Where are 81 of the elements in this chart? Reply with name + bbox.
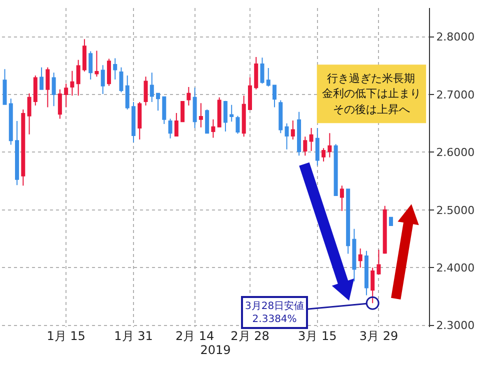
y-tick-label: 2.4000 [436, 261, 475, 274]
candlestick [168, 118, 172, 139]
candlestick [180, 100, 185, 122]
candlestick [27, 92, 32, 135]
candlestick [174, 112, 178, 137]
candlestick [8, 98, 13, 146]
candlestick [132, 102, 136, 143]
candlestick [376, 249, 381, 276]
candlestick [82, 38, 86, 72]
x-tick-label: 2月 28 [230, 329, 270, 343]
candlestick [290, 120, 295, 140]
candlestick [119, 66, 124, 93]
candlestick [223, 100, 228, 132]
candlestick [186, 86, 191, 106]
candlestick [33, 74, 38, 106]
candlestick [64, 83, 68, 108]
candlestick [358, 248, 362, 268]
x-tick-label: 2月 14 [175, 329, 214, 343]
y-tick-label: 2.3000 [436, 319, 475, 332]
candlestick [88, 50, 93, 80]
candlestick [266, 67, 270, 87]
candlestick [192, 87, 197, 128]
candlestick [2, 68, 7, 105]
candlestick [150, 72, 154, 103]
candlestick [284, 122, 289, 150]
candlestick [217, 96, 222, 128]
candlestick [364, 250, 368, 296]
candlestick [272, 84, 277, 108]
candlestick [278, 100, 283, 134]
candlestick [303, 136, 308, 156]
candlestick [382, 205, 387, 254]
candlestick [106, 58, 111, 86]
candlestick [309, 127, 314, 152]
candlestick [76, 59, 80, 96]
candlestick [156, 92, 160, 112]
candlestick [260, 57, 264, 84]
candlestick [40, 66, 44, 90]
candlestick [315, 127, 320, 166]
candlestick [328, 132, 332, 158]
candlestick [70, 70, 74, 96]
annotation: 金利の低下は止まり [322, 87, 421, 100]
candlestick [370, 267, 375, 304]
candlestick [334, 144, 338, 196]
candlestick [94, 50, 99, 78]
candlestick [100, 64, 105, 94]
candlestick [52, 72, 56, 107]
candlestick [340, 185, 344, 212]
x-tick-label: 1月 31 [114, 329, 153, 343]
annotation: その後は上昇へ [333, 103, 410, 116]
annotation: 行き過ぎた米長期 [327, 72, 415, 85]
x-tick-label: 3月 29 [359, 329, 398, 343]
candlestick [46, 66, 50, 108]
candlestick [322, 148, 326, 162]
candlestick [352, 228, 356, 282]
candlestick [138, 102, 142, 140]
candlestick [113, 58, 118, 80]
candlestick [144, 76, 148, 106]
annotation: 3月28日安値 2.3384% [245, 300, 304, 325]
candlestick [162, 96, 166, 124]
candlestick [297, 111, 302, 156]
candlestick [58, 88, 62, 120]
candlestick [205, 109, 210, 134]
candlestick [21, 109, 26, 186]
y-tick-label: 2.8000 [436, 30, 475, 44]
candlestick [211, 118, 216, 138]
candlestick [236, 115, 240, 134]
candlestick [242, 95, 246, 138]
x-tick-label: 3月 15 [298, 329, 337, 343]
candlestick [254, 56, 258, 90]
candlestick [15, 120, 20, 186]
candlestick [346, 188, 350, 254]
y-tick-label: 2.7000 [436, 88, 475, 102]
y-tick-label: 2.6000 [436, 146, 475, 160]
x-tick-label: 1月 15 [46, 329, 86, 343]
candlestick [230, 104, 234, 122]
x-axis-title: 2019 [200, 343, 231, 357]
candlestick [388, 216, 393, 226]
y-tick-label: 2.5000 [436, 204, 475, 217]
candlestick [248, 76, 252, 110]
candlestick [125, 74, 130, 110]
candlestick [198, 102, 203, 128]
